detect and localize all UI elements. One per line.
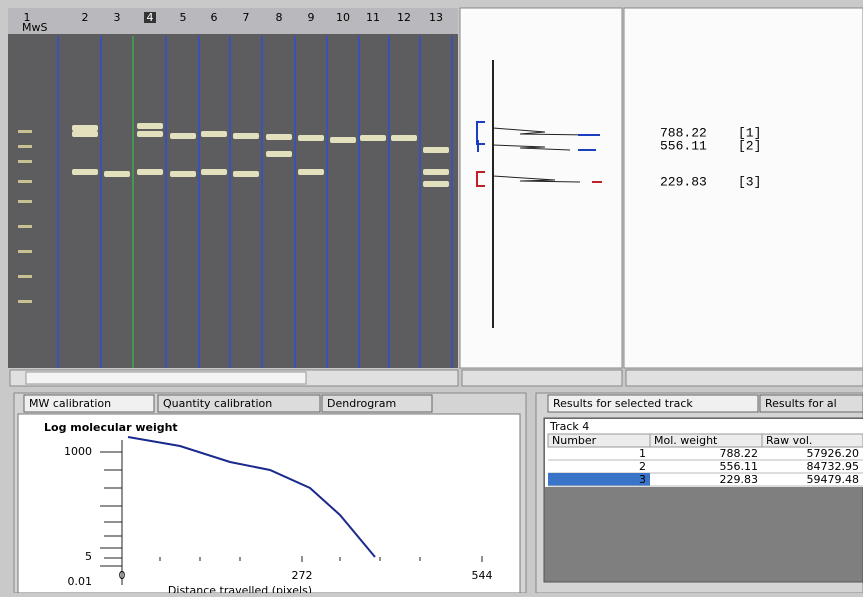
x-tick-label: 272	[292, 569, 313, 582]
page: 12345678910111213 MwS 788.22[1]556.11[2]…	[0, 0, 863, 593]
peak-weight: 556.11	[660, 138, 707, 153]
band	[104, 171, 130, 177]
band	[330, 137, 356, 143]
band	[72, 125, 98, 131]
band	[137, 169, 163, 175]
table-cell[interactable]: 2	[639, 460, 646, 473]
band	[137, 131, 163, 137]
marker-band	[18, 145, 32, 148]
band	[201, 169, 227, 175]
band	[360, 135, 386, 141]
band	[233, 171, 259, 177]
band	[266, 134, 292, 140]
band	[266, 151, 292, 157]
tab-label[interactable]: Results for selected track	[553, 397, 693, 410]
marker-label: MwS	[22, 21, 47, 34]
lane-label[interactable]: 6	[211, 11, 218, 24]
x-axis-label: Distance travelled (pixels)	[168, 584, 312, 593]
marker-band	[18, 200, 32, 203]
x-tick-label: 0	[119, 569, 126, 582]
scrollbar[interactable]	[462, 370, 622, 386]
lane-label[interactable]: 4	[147, 11, 154, 24]
band	[423, 169, 449, 175]
gel-panel	[8, 8, 458, 368]
band	[170, 133, 196, 139]
lane-label[interactable]: 12	[397, 11, 411, 24]
lane-label[interactable]: 3	[114, 11, 121, 24]
column-header: Raw vol.	[766, 434, 812, 447]
table-cell[interactable]: 57926.20	[807, 447, 860, 460]
tab-label[interactable]: Quantity calibration	[163, 397, 272, 410]
table-cell[interactable]: 59479.48	[807, 473, 860, 486]
table-caption: Track 4	[549, 420, 589, 433]
calibration-plot	[18, 414, 520, 593]
band	[391, 135, 417, 141]
lane-label[interactable]: 11	[366, 11, 380, 24]
band	[72, 169, 98, 175]
table-cell[interactable]: 84732.95	[807, 460, 860, 473]
marker-band	[18, 250, 32, 253]
table-cell[interactable]: 788.22	[720, 447, 759, 460]
lane-label[interactable]: 10	[336, 11, 350, 24]
app-window: 12345678910111213 MwS 788.22[1]556.11[2]…	[0, 0, 863, 593]
y-tick-label: 0.01	[68, 575, 93, 588]
lane-header	[8, 8, 458, 34]
selected-row[interactable]	[548, 473, 650, 486]
column-header: Mol. weight	[654, 434, 718, 447]
tab-label[interactable]: MW calibration	[29, 397, 111, 410]
y-tick-label: 5	[85, 550, 92, 563]
left-tabs: MW calibration Quantity calibration Dendro…	[24, 395, 432, 412]
table-cell[interactable]: 556.11	[720, 460, 759, 473]
band	[298, 169, 324, 175]
lane-label[interactable]: 2	[82, 11, 89, 24]
profile-panel	[460, 8, 622, 368]
table-cell[interactable]: 1	[639, 447, 646, 460]
marker-band	[18, 160, 32, 163]
table-cell[interactable]: 3	[639, 473, 646, 486]
band	[298, 135, 324, 141]
band	[137, 123, 163, 129]
band	[423, 147, 449, 153]
marker-band	[18, 130, 32, 133]
lane-label[interactable]: 5	[180, 11, 187, 24]
lane-label[interactable]: 8	[276, 11, 283, 24]
marker-band	[18, 275, 32, 278]
band	[423, 181, 449, 187]
marker-band	[18, 300, 32, 303]
plot-title: Log molecular weight	[44, 421, 178, 434]
right-tabs: Results for selected track Results for al	[548, 395, 863, 412]
table-cell[interactable]: 229.83	[720, 473, 759, 486]
band	[233, 133, 259, 139]
marker-band	[18, 180, 32, 183]
tab-label[interactable]: Dendrogram	[327, 397, 396, 410]
lane-label[interactable]: 9	[308, 11, 315, 24]
lane-label[interactable]: 7	[243, 11, 250, 24]
band	[72, 131, 98, 137]
peak-index: [3]	[738, 174, 761, 189]
x-tick-label: 544	[472, 569, 493, 582]
peak-index: [2]	[738, 138, 761, 153]
band	[201, 131, 227, 137]
scroll-thumb[interactable]	[26, 372, 306, 384]
tab-label[interactable]: Results for al	[765, 397, 837, 410]
scrollbar[interactable]	[626, 370, 863, 386]
column-header: Number	[552, 434, 597, 447]
y-tick-label: 1000	[64, 445, 92, 458]
band	[170, 171, 196, 177]
marker-band	[18, 225, 32, 228]
peak-weight: 229.83	[660, 174, 707, 189]
lane-label[interactable]: 13	[429, 11, 443, 24]
